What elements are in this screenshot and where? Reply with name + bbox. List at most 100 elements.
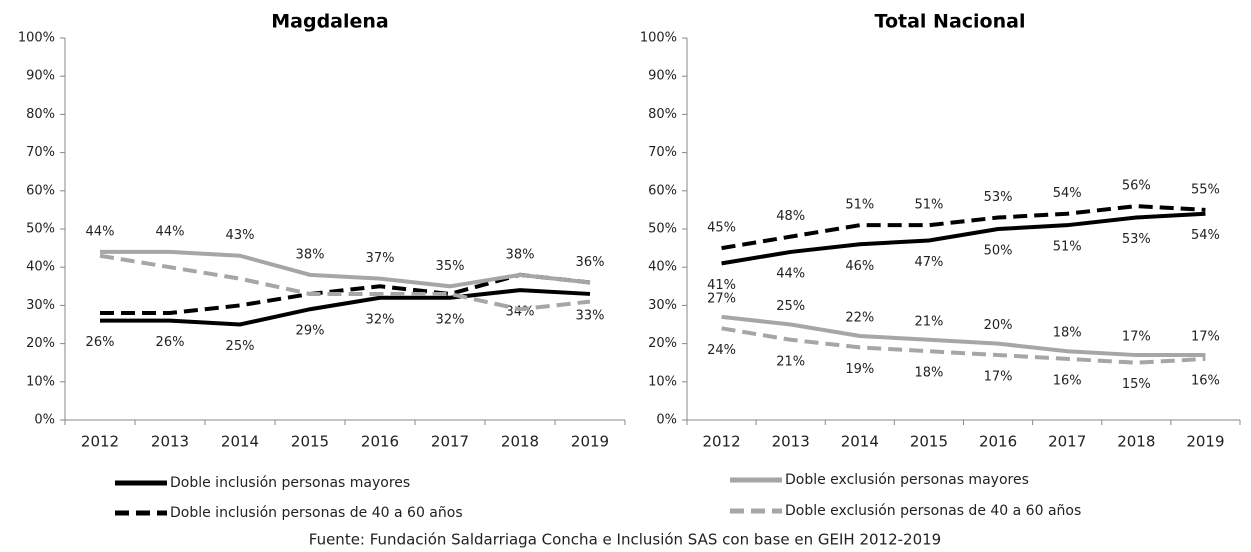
data-label: 43% (226, 228, 255, 243)
y-tick-label: 30% (26, 298, 55, 313)
data-label: 54% (1053, 186, 1082, 201)
x-tick-label: 2013 (151, 433, 189, 451)
data-label: 24% (707, 343, 736, 358)
x-tick-label: 2018 (1117, 433, 1155, 451)
y-tick-label: 50% (648, 222, 677, 237)
y-tick-label: 30% (648, 298, 677, 313)
series-line (721, 314, 1206, 358)
data-label: 25% (226, 339, 255, 354)
y-tick-label: 80% (26, 107, 55, 122)
data-label: 19% (845, 362, 874, 377)
x-tick-label: 2016 (361, 433, 399, 451)
data-label: 34% (506, 305, 535, 320)
data-label: 47% (914, 255, 943, 270)
data-label: 56% (1122, 179, 1151, 194)
data-label: 44% (776, 266, 805, 281)
data-label: 44% (86, 224, 115, 239)
data-label: 51% (845, 198, 874, 213)
data-label: 16% (1053, 373, 1082, 388)
y-tick-label: 90% (648, 69, 677, 84)
data-label: 29% (296, 324, 325, 339)
data-label: 51% (914, 198, 943, 213)
legend-label: Doble inclusión personas de 40 a 60 años (170, 505, 463, 521)
y-tick-label: 70% (648, 145, 677, 160)
x-tick-label: 2014 (841, 433, 879, 451)
y-tick-label: 70% (26, 145, 55, 160)
series-line (100, 288, 591, 327)
data-label: 21% (914, 314, 943, 329)
y-tick-label: 20% (26, 336, 55, 351)
y-tick-label: 10% (648, 374, 677, 389)
y-tick-label: 90% (26, 69, 55, 84)
data-label: 51% (1053, 240, 1082, 255)
data-label: 32% (366, 312, 395, 327)
data-label: 22% (845, 310, 874, 325)
data-label: 16% (1191, 373, 1220, 388)
x-tick-label: 2012 (81, 433, 119, 451)
data-label: 36% (576, 255, 605, 270)
source: Fuente: Fundación Saldarriaga Concha e I… (309, 531, 941, 549)
data-label: 15% (1122, 377, 1151, 392)
data-label: 26% (86, 335, 115, 350)
data-label: 37% (366, 251, 395, 266)
y-tick-label: 0% (34, 413, 55, 428)
legend-label: Doble exclusión personas mayores (785, 472, 1029, 488)
legend-label: Doble inclusión personas mayores (170, 475, 410, 491)
y-tick-label: 20% (648, 336, 677, 351)
data-label: 17% (984, 370, 1013, 385)
legend-label: Doble exclusión personas de 40 a 60 años (785, 503, 1081, 519)
data-label: 27% (707, 291, 736, 306)
data-label: 54% (1191, 228, 1220, 243)
y-tick-label: 60% (26, 183, 55, 198)
x-tick-label: 2014 (221, 433, 259, 451)
x-tick-label: 2017 (431, 433, 469, 451)
data-label: 18% (1053, 326, 1082, 341)
x-tick-label: 2019 (1186, 433, 1224, 451)
data-label: 35% (436, 259, 465, 274)
data-label: 17% (1191, 330, 1220, 345)
data-label: 20% (984, 318, 1013, 333)
series-line (99, 253, 591, 312)
y-tick-label: 40% (648, 260, 677, 275)
data-label: 55% (1191, 182, 1220, 197)
y-tick-label: 40% (26, 260, 55, 275)
data-label: 41% (707, 278, 736, 293)
data-label: 32% (436, 312, 465, 327)
data-label: 45% (707, 221, 736, 236)
y-tick-label: 100% (640, 31, 677, 46)
x-tick-label: 2016 (979, 433, 1017, 451)
x-tick-label: 2015 (291, 433, 329, 451)
data-label: 44% (156, 224, 185, 239)
series-line (721, 204, 1206, 251)
series-line (721, 211, 1206, 266)
x-tick-label: 2017 (1048, 433, 1086, 451)
y-tick-label: 50% (26, 222, 55, 237)
data-label: 25% (776, 299, 805, 314)
data-label: 38% (506, 247, 535, 262)
x-tick-label: 2012 (702, 433, 740, 451)
data-label: 53% (1122, 232, 1151, 247)
x-tick-label: 2015 (910, 433, 948, 451)
x-tick-label: 2013 (772, 433, 810, 451)
y-tick-label: 60% (648, 183, 677, 198)
x-tick-label: 2018 (501, 433, 539, 451)
x-tick-label: 2019 (571, 433, 609, 451)
y-tick-label: 80% (648, 107, 677, 122)
data-label: 53% (984, 190, 1013, 205)
chart-title: Magdalena (271, 11, 389, 33)
data-label: 21% (776, 354, 805, 369)
series-line (721, 326, 1206, 365)
series-line (100, 249, 591, 289)
data-label: 46% (845, 259, 874, 274)
data-label: 26% (156, 335, 185, 350)
y-tick-label: 100% (18, 31, 55, 46)
data-label: 17% (1122, 330, 1151, 345)
data-label: 38% (296, 247, 325, 262)
y-tick-label: 10% (26, 374, 55, 389)
data-label: 48% (776, 209, 805, 224)
data-label: 50% (984, 244, 1013, 259)
data-label: 33% (576, 308, 605, 323)
y-tick-label: 0% (656, 413, 677, 428)
data-label: 18% (914, 366, 943, 381)
